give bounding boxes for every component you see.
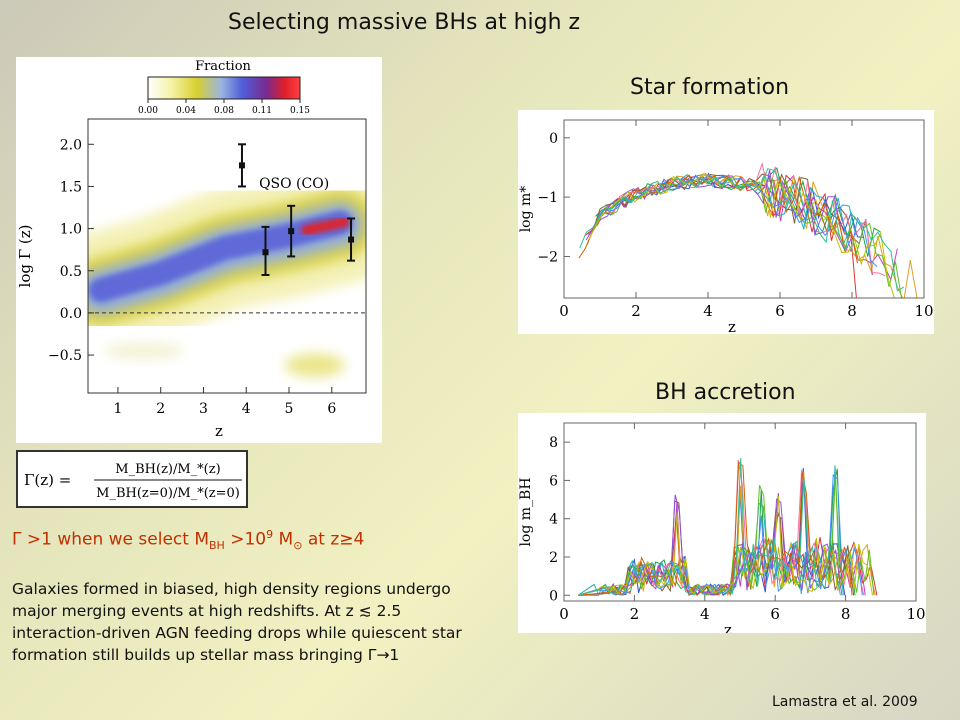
star-formation-panel: 0 2 4 6 8 10 0 −1 −2 z log m*	[518, 110, 934, 336]
x-tick-label: 4	[700, 605, 710, 623]
gamma-heatmap-chart: Fraction 0.00 0.04 0.08 0.11 0.15 1 2 3 4 5 6 2.0 1…	[16, 59, 367, 440]
y-tick-label: 4	[549, 512, 558, 528]
y-axis-label: log Γ (z)	[16, 225, 34, 288]
series-line	[586, 173, 873, 276]
heatmap-panel: Fraction 0.00 0.04 0.08 0.11 0.15 1 2 3 4 5 6 2.0 1…	[16, 57, 382, 443]
series-line	[579, 168, 905, 292]
formula-numerator: M_BH(z)/M_*(z)	[115, 462, 220, 477]
condition-sup: 9	[266, 528, 274, 541]
x-tick-label: 4	[703, 302, 713, 320]
series-line	[577, 496, 873, 596]
x-tick-label: 3	[199, 401, 208, 417]
colorbar	[147, 76, 301, 100]
bh-accretion-chart: 0 2 4 6 8 10 0 2 4 6 8 z log m_BH	[518, 422, 926, 639]
colorbar-tick-label: 0.08	[214, 106, 234, 116]
y-tick-label: 1.0	[60, 222, 82, 238]
slide-title: Selecting massive BHs at high z	[228, 10, 581, 35]
citation-credit: Lamastra et al. 2009	[772, 694, 918, 710]
x-tick-label: 4	[242, 401, 251, 417]
series-line	[606, 161, 886, 277]
y-axis-label: log m_BH	[518, 477, 534, 546]
y-tick-label: 6	[549, 473, 558, 489]
qso-point	[238, 162, 245, 169]
y-tick-label: −0.5	[48, 348, 82, 364]
x-tick-label: 0	[559, 302, 569, 320]
formula-lhs: Γ(z) =	[24, 471, 71, 489]
plot-frame	[87, 118, 367, 394]
description-text: Galaxies formed in biased, high density …	[12, 578, 492, 666]
formula-denominator: M_BH(z=0)/M_*(z=0)	[96, 486, 240, 501]
x-tick-label: 10	[914, 302, 933, 320]
series-line	[577, 457, 841, 596]
y-axis-label: log m*	[518, 186, 534, 233]
x-tick-label: 1	[113, 401, 122, 417]
x-tick-label: 2	[630, 605, 640, 623]
condition-mid1: >10	[224, 529, 267, 550]
colorbar-title: Fraction	[195, 59, 251, 74]
star-formation-label: Star formation	[630, 75, 790, 100]
qso-point	[348, 236, 355, 243]
series-line	[578, 459, 865, 596]
qso-point	[288, 228, 295, 235]
y-tick-label: 8	[549, 435, 558, 451]
x-tick-label: 2	[631, 302, 641, 320]
series-line	[596, 172, 857, 236]
plot-frame	[563, 119, 925, 299]
colorbar-tick-label: 0.11	[252, 106, 272, 116]
x-tick-label: 0	[559, 605, 569, 623]
y-tick-label: 2	[549, 550, 558, 566]
condition-mid2: M	[273, 529, 294, 550]
y-tick-label: 1.5	[60, 179, 82, 195]
colorbar-tick-label: 0.00	[138, 106, 158, 116]
star-formation-chart: 0 2 4 6 8 10 0 −1 −2 z log m*	[518, 119, 934, 336]
bh-accretion-panel: 0 2 4 6 8 10 0 2 4 6 8 z log m_BH	[518, 413, 926, 639]
x-tick-label: 2	[156, 401, 165, 417]
density-field	[88, 164, 366, 378]
y-tick-label: 0.5	[60, 264, 82, 280]
plot-frame	[563, 422, 917, 602]
condition-prefix: Γ >1 when we select M	[12, 529, 210, 550]
x-tick-label: 5	[285, 401, 294, 417]
y-tick-label: 0	[549, 131, 558, 147]
selection-condition: Γ >1 when we select MBH >109 M⊙ at z≥4	[12, 528, 364, 552]
x-tick-label: 6	[775, 302, 785, 320]
y-tick-label: −2	[537, 249, 558, 265]
series-group	[577, 457, 878, 597]
y-tick-label: 0	[549, 588, 558, 604]
condition-sub-bh: BH	[209, 539, 225, 553]
colorbar-tick-label: 0.15	[290, 106, 310, 116]
condition-suffix: at z≥4	[302, 529, 365, 550]
series-line	[577, 512, 878, 597]
y-tick-label: −1	[537, 190, 558, 206]
x-axis-label: z	[728, 318, 736, 334]
series-line	[587, 169, 842, 237]
x-tick-label: 10	[906, 605, 925, 623]
description-paragraph: Galaxies formed in biased, high density …	[12, 580, 462, 664]
bh-accretion-label: BH accretion	[655, 380, 796, 405]
x-axis-label: z	[724, 621, 732, 633]
series-line	[577, 473, 863, 596]
gamma-formula-box: Γ(z) = M_BH(z)/M_*(z) M_BH(z=0)/M_*(z=0)	[16, 450, 248, 508]
sun-symbol: ⊙	[293, 539, 303, 553]
x-tick-label: 8	[847, 302, 857, 320]
qso-annotation: QSO (CO)	[259, 176, 329, 192]
x-tick-label: 8	[841, 605, 851, 623]
y-tick-label: 0.0	[60, 306, 82, 322]
series-line	[588, 174, 895, 298]
series-line	[605, 173, 918, 298]
qso-point	[262, 249, 269, 256]
x-tick-label: 6	[770, 605, 780, 623]
x-axis-label: z	[215, 422, 223, 440]
colorbar-tick-label: 0.04	[176, 106, 196, 116]
x-tick-label: 6	[327, 401, 336, 417]
series-group	[578, 161, 918, 298]
series-line	[578, 461, 853, 597]
y-tick-label: 2.0	[60, 137, 82, 153]
